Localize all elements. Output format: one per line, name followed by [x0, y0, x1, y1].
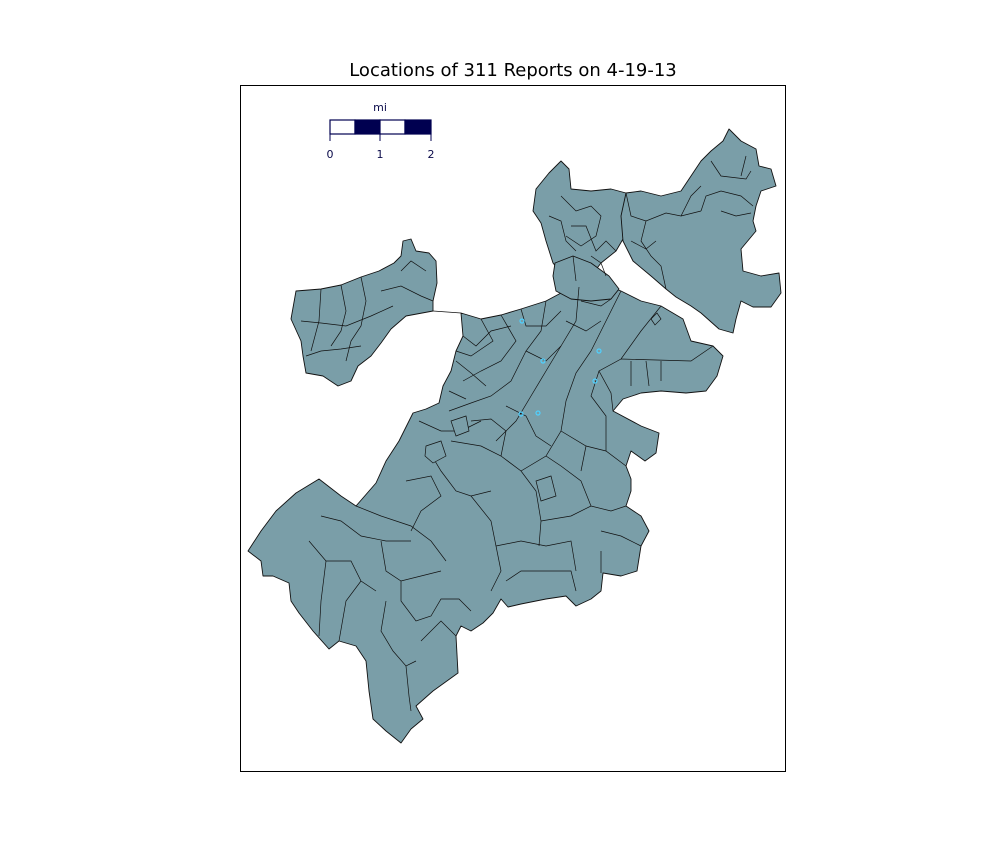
scale-tick-label-0: 0: [327, 148, 334, 161]
boston-neighborhood-map[interactable]: mi 0 1 2: [241, 86, 785, 771]
report-marker[interactable]: [518, 411, 524, 417]
scale-unit-label: mi: [373, 101, 387, 114]
map-frame[interactable]: mi 0 1 2: [240, 85, 786, 772]
report-marker[interactable]: [540, 358, 546, 364]
report-marker[interactable]: [596, 348, 602, 354]
report-marker[interactable]: [519, 318, 525, 324]
report-markers: [518, 318, 602, 417]
scale-segment-2: [354, 119, 381, 135]
report-marker[interactable]: [535, 410, 541, 416]
region-main-body[interactable]: [247, 282, 724, 744]
neighborhood-boundaries: [300, 155, 754, 712]
region-charlestown[interactable]: [532, 160, 630, 282]
map-title: Locations of 311 Reports on 4-19-13: [349, 60, 677, 81]
scale-segment-4: [404, 119, 432, 135]
inner-pockets: [424, 312, 662, 502]
land-regions: [247, 128, 782, 744]
scale-segment-3: [379, 119, 406, 135]
scale-segment-1: [329, 119, 356, 135]
scale-tick-label-1: 1: [377, 148, 384, 161]
report-marker[interactable]: [592, 378, 598, 384]
region-northeast[interactable]: [620, 128, 782, 334]
scale-tick-label-2: 2: [428, 148, 435, 161]
region-east-boston-connector[interactable]: [552, 255, 620, 302]
scale-bar: mi 0 1 2: [327, 101, 435, 161]
